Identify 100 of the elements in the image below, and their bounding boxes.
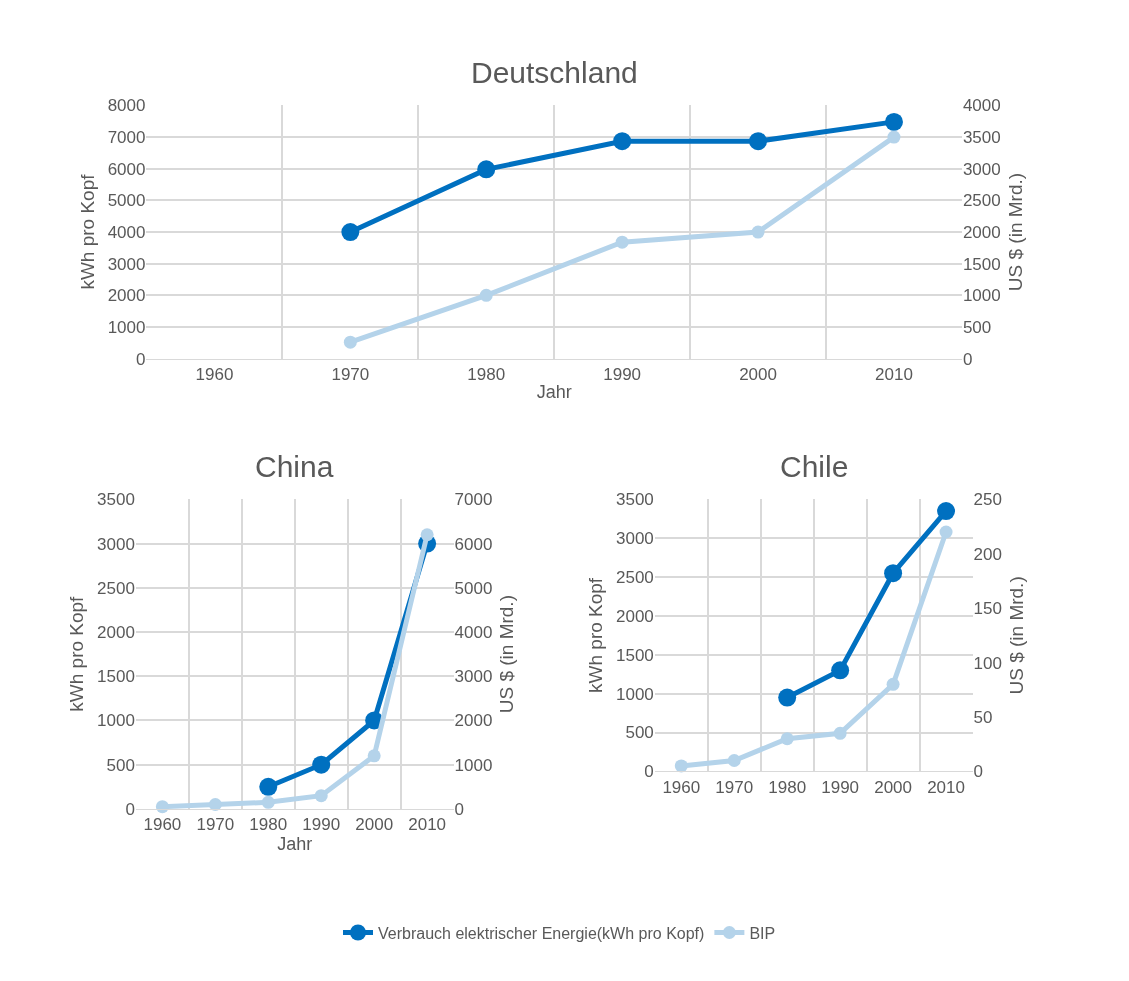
y-tick-label: 2500	[615, 568, 654, 588]
point	[937, 502, 956, 521]
x-tick-label: 2010	[875, 365, 913, 385]
y2-tick-label: 2000	[454, 711, 493, 731]
point	[780, 732, 794, 746]
point	[778, 688, 797, 707]
y2-tick-label: 5000	[454, 578, 493, 598]
point	[615, 235, 629, 249]
point	[479, 288, 493, 302]
x-tick-label: 2000	[355, 815, 394, 835]
x-tick-label: 1970	[715, 777, 754, 797]
y2-tick-label: 2000	[962, 223, 1001, 242]
point	[751, 225, 765, 239]
y2-axis-title: US $ (in Mrd.)	[496, 595, 518, 714]
y2-tick-label: 3000	[454, 667, 493, 687]
y-axis-title: kWh pro Kopf	[76, 173, 98, 290]
chart-title: Chile	[780, 450, 849, 483]
y-tick-label: 1500	[615, 645, 654, 665]
y-tick-label: 7000	[107, 128, 146, 148]
y-tick-label: 3000	[97, 534, 135, 554]
y2-tick-label: 1000	[962, 286, 1001, 306]
x-tick-label: 1980	[467, 365, 506, 385]
point	[367, 749, 381, 763]
y-axis-title: kWh pro Kopf	[65, 595, 87, 712]
point	[341, 223, 360, 242]
x-axis-title: Jahr	[277, 834, 313, 855]
y-tick-label: 6000	[107, 159, 146, 179]
point	[887, 130, 901, 144]
x-axis-title: Jahr	[536, 382, 572, 403]
point	[749, 132, 768, 151]
y2-axis-title: US $ (in Mrd.)	[1004, 172, 1026, 292]
y-tick-label: 5000	[107, 191, 146, 211]
y2-tick-label: 1500	[962, 254, 1001, 274]
point	[420, 528, 434, 542]
x-tick-label: 2010	[927, 777, 965, 797]
point	[343, 335, 357, 349]
point	[884, 112, 903, 131]
x-tick-label: 1970	[331, 365, 370, 385]
y2-tick-label: 0	[973, 762, 983, 782]
x-tick-label: 1980	[768, 777, 807, 797]
y-tick-label: 3500	[97, 490, 135, 510]
y2-tick-label: 2500	[962, 191, 1001, 211]
x-tick-label: 1960	[662, 777, 701, 797]
y-tick-label: 2000	[107, 286, 146, 306]
point	[886, 677, 900, 691]
y-tick-label: 2500	[97, 578, 135, 598]
x-tick-label: 1990	[821, 777, 860, 797]
point	[613, 132, 632, 151]
y-tick-label: 0	[136, 349, 146, 369]
point	[884, 564, 903, 583]
legend-label: BIP	[749, 924, 776, 942]
x-tick-label: 2000	[739, 365, 777, 385]
x-tick-label: 2000	[874, 777, 912, 797]
chart-title: Deutschland	[471, 56, 638, 89]
y-tick-label: 1500	[97, 667, 135, 687]
point	[674, 759, 688, 773]
x-tick-label: 1960	[143, 815, 182, 835]
x-tick-label: 2010	[408, 815, 447, 835]
y-tick-label: 500	[625, 723, 654, 743]
y2-tick-label: 4000	[962, 96, 1001, 116]
point	[727, 754, 741, 768]
y2-tick-label: 3000	[962, 159, 1001, 179]
point	[833, 726, 847, 740]
y2-tick-label: 0	[962, 349, 973, 369]
y-tick-label: 2000	[97, 622, 135, 642]
y-tick-label: 1000	[97, 711, 135, 731]
y-tick-label: 2000	[615, 606, 654, 626]
point	[314, 789, 328, 803]
y2-tick-label: 150	[973, 599, 1002, 619]
chart-title: China	[255, 450, 334, 483]
y2-axis-title: US $ (in Mrd.)	[1005, 576, 1027, 695]
y2-tick-label: 100	[973, 653, 1002, 673]
y2-tick-label: 200	[973, 544, 1002, 564]
y-tick-label: 4000	[107, 223, 146, 242]
y-tick-label: 0	[125, 799, 135, 819]
y-tick-label: 8000	[107, 96, 146, 116]
y2-tick-label: 6000	[454, 534, 493, 554]
y2-tick-label: 500	[962, 317, 992, 337]
y-tick-label: 3500	[615, 490, 654, 510]
point	[261, 795, 275, 809]
y2-tick-label: 7000	[454, 490, 493, 510]
point	[259, 777, 278, 796]
x-tick-label: 1990	[302, 815, 341, 835]
point	[208, 798, 222, 811]
x-tick-label: 1970	[196, 815, 235, 835]
point	[939, 525, 953, 539]
y-tick-label: 500	[106, 755, 135, 775]
point	[831, 661, 850, 680]
y-tick-label: 1000	[615, 684, 654, 704]
y2-tick-label: 4000	[454, 622, 493, 642]
y-tick-label: 1000	[107, 317, 146, 337]
y2-tick-label: 50	[973, 707, 993, 727]
y-axis-title: kWh pro Kopf	[584, 577, 606, 693]
legend-label: Verbrauch elektrischer Energie(kWh pro Kopf)	[378, 924, 705, 942]
y2-tick-label: 3500	[962, 128, 1001, 148]
x-tick-label: 1960	[195, 365, 234, 385]
y2-tick-label: 0	[454, 799, 465, 819]
y-tick-label: 3000	[107, 254, 146, 274]
y-tick-label: 3000	[615, 529, 654, 549]
point	[477, 160, 496, 179]
